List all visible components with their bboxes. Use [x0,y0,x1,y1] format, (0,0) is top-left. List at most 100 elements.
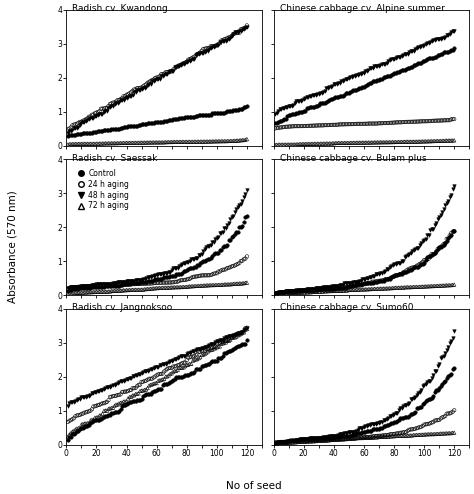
Point [422,40,429,47]
Point [106,280,114,288]
Point [290,101,297,109]
Point [436,282,443,289]
Point [408,138,416,146]
Point [273,439,281,447]
Point [437,243,445,251]
Point [184,57,192,65]
Point [350,434,357,442]
Point [359,139,366,147]
Point [233,228,240,236]
Point [328,285,336,293]
Point [288,288,295,295]
Point [79,140,87,148]
Point [336,281,344,289]
Point [342,429,350,437]
Point [377,61,384,69]
Point [233,205,240,212]
Point [81,288,88,296]
Point [175,61,183,69]
Point [312,288,319,296]
Point [332,285,339,292]
Point [135,397,142,405]
Point [164,380,171,388]
Point [381,267,389,275]
Point [366,433,374,441]
Point [213,109,220,117]
Point [81,283,88,290]
Point [69,415,76,423]
Point [210,238,218,246]
Point [425,137,432,145]
Point [192,254,200,262]
Point [273,119,281,127]
Point [304,122,312,130]
Point [127,279,135,287]
Point [138,121,146,128]
Point [231,208,238,216]
Point [137,370,144,378]
Point [78,140,85,148]
Point [336,121,344,128]
Point [224,281,231,288]
Point [286,288,294,296]
Point [65,289,73,297]
Point [180,59,188,67]
Point [344,280,351,288]
Point [425,54,432,62]
Point [70,285,78,293]
Point [398,270,405,278]
Point [285,439,292,447]
Point [196,138,204,146]
Point [371,432,378,440]
Point [165,371,173,379]
Point [384,414,392,422]
Point [183,371,191,379]
Point [200,111,207,119]
Point [108,102,115,110]
Point [288,437,295,445]
Point [144,138,151,146]
Point [135,389,142,397]
Point [103,104,111,112]
Point [85,392,93,400]
Point [357,277,365,285]
Point [342,89,350,97]
Point [375,419,383,427]
Point [243,21,251,29]
Point [416,261,423,269]
Point [299,96,306,104]
Point [69,125,76,133]
Point [157,279,165,287]
Point [339,77,346,84]
Point [308,103,315,111]
Point [411,138,419,146]
Point [351,72,359,80]
Point [87,288,94,296]
Point [174,373,182,381]
Point [450,227,458,235]
Point [341,91,348,99]
Point [315,284,323,292]
Point [354,434,362,442]
Point [372,278,380,286]
Point [301,287,309,294]
Point [70,124,78,132]
Point [189,55,197,63]
Point [322,437,330,445]
Point [220,338,228,346]
Point [229,280,237,288]
Point [386,138,393,146]
Point [148,119,156,127]
Point [283,289,291,297]
Point [193,365,201,373]
Point [295,287,303,294]
Point [165,284,173,291]
Point [192,52,200,60]
Point [369,433,377,441]
Point [159,70,166,78]
Point [157,361,165,369]
Point [419,118,427,125]
Point [384,72,392,80]
Point [437,414,445,422]
Point [108,381,115,389]
